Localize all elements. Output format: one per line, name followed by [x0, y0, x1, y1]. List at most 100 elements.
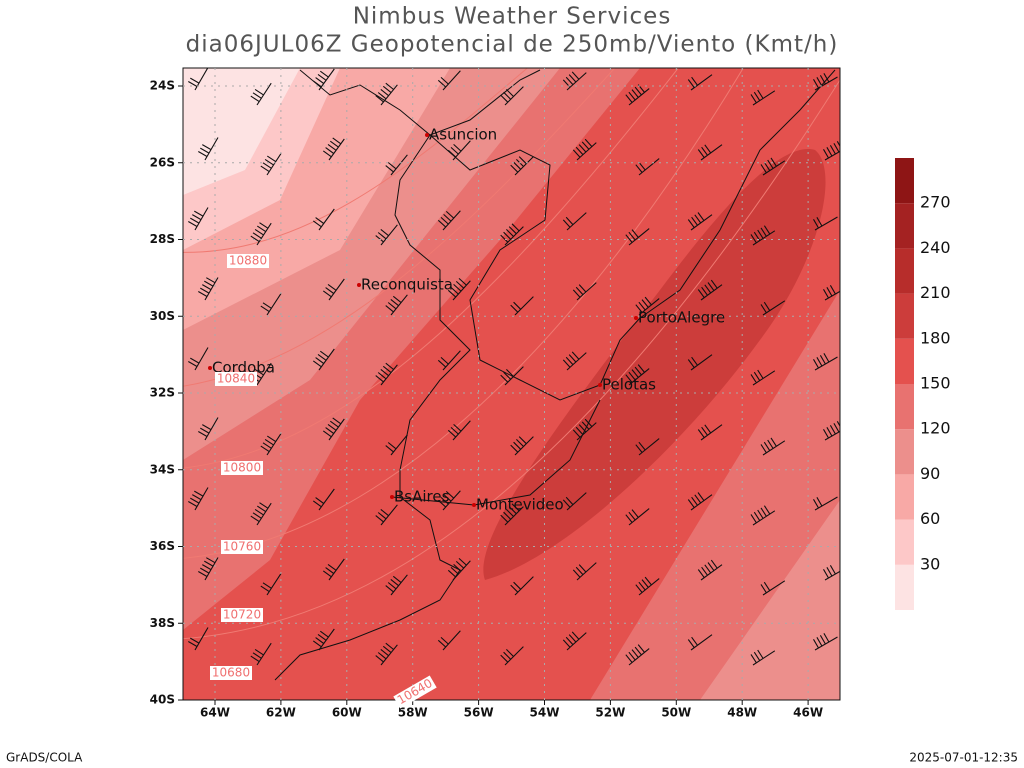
wind-barb [625, 508, 650, 526]
wind-barb [750, 225, 776, 246]
map-frame [182, 67, 841, 701]
lon-label: 56W [464, 706, 494, 720]
wind-barb [322, 417, 345, 441]
wind-barb [250, 222, 272, 246]
city-label: Asuncion [429, 126, 497, 144]
colorbar-label: 240 [920, 238, 951, 257]
wind-barb [500, 646, 524, 666]
city-dot [472, 503, 476, 507]
city-dot [357, 283, 361, 287]
lat-label: 26S [150, 155, 175, 169]
wind-barb [447, 140, 471, 161]
lon-label: 64W [200, 706, 230, 720]
city-label: PortoAlegre [638, 309, 725, 327]
wind-barb [198, 277, 219, 301]
wind-barb [260, 572, 282, 596]
footer-right: 2025-07-01-12:35 [909, 751, 1018, 765]
wind-barb [562, 351, 587, 371]
colorbar-label: 30 [920, 554, 940, 573]
wind-barb [572, 138, 597, 161]
wind-barb [312, 348, 335, 371]
colorbar-label: 60 [920, 509, 940, 528]
contour-label: 10720 [223, 608, 261, 622]
wind-barb [750, 89, 776, 106]
lon-label: 46W [793, 706, 823, 720]
wind-barb [260, 292, 282, 316]
wind-barb [635, 158, 660, 176]
wind-barb [687, 354, 713, 371]
lon-label: 48W [727, 706, 757, 720]
city-label: BsAires [394, 488, 450, 506]
wind-barb [813, 73, 838, 91]
contour-label: 10760 [223, 540, 261, 554]
lat-label: 38S [150, 616, 175, 630]
contour-label: 10840 [217, 372, 255, 386]
contour-label: 10800 [223, 461, 261, 475]
wind-barb [687, 492, 713, 511]
city-dot [425, 133, 429, 137]
wind-barb [437, 70, 461, 91]
wind-barb [385, 294, 408, 316]
lat-label: 24S [150, 79, 175, 93]
contour-label-group: 10760 [221, 540, 263, 554]
lon-label: 50W [661, 706, 691, 720]
wind-barb [750, 505, 776, 526]
wind-barb [823, 565, 840, 581]
contour-label-bg [215, 372, 257, 386]
contour-label-group: 10840 [215, 372, 257, 386]
wind-barb [813, 216, 838, 231]
contour-label-bg [393, 675, 437, 709]
wind-barb [312, 68, 335, 91]
wind-barb [625, 228, 650, 246]
lat-label: 40S [150, 693, 175, 707]
wind-barb [375, 362, 398, 386]
city-label: Reconquista [361, 276, 453, 294]
wind-barb [500, 86, 524, 106]
colorbar-box [895, 248, 914, 294]
wind-barb [385, 434, 408, 456]
wind-barbs [188, 68, 840, 666]
wind-barb [312, 628, 335, 651]
lat-label: 30S [150, 309, 175, 323]
contour-label-bg [221, 540, 263, 554]
colorbar-box [895, 429, 914, 475]
wind-barb [385, 154, 408, 176]
wind-barb [562, 71, 587, 91]
colorbar-box [895, 338, 914, 384]
lat-label: 36S [150, 539, 175, 553]
wind-barb [447, 420, 471, 441]
wind-barb [625, 84, 650, 106]
lon-label: 58W [398, 706, 428, 720]
wind-barb [322, 137, 345, 161]
lon-label: 60W [332, 706, 362, 720]
wind-barb [760, 437, 786, 456]
wind-barb [500, 366, 524, 386]
title: Nimbus Weather Services [353, 4, 672, 30]
wind-barb [250, 642, 272, 666]
lat-label: 34S [150, 462, 175, 476]
contour-label-bg [221, 608, 263, 622]
colorbar-box [895, 293, 914, 339]
wind-barb [447, 557, 471, 581]
lat-label: 28S [150, 232, 175, 246]
colorbar-label: 150 [920, 374, 951, 393]
wind-barb [697, 279, 723, 301]
colorbar-label: 120 [920, 419, 951, 438]
wind-barb [188, 207, 209, 231]
wind-barb [198, 137, 219, 161]
wind-barb [750, 649, 776, 666]
wind-barb [625, 364, 650, 386]
wind-barb [500, 503, 524, 526]
colorbar-box [895, 203, 914, 249]
wind-barb [260, 432, 282, 456]
wind-barb [500, 223, 524, 246]
city-dot [634, 316, 638, 320]
city-dot [598, 383, 602, 387]
contour-label-group: 10720 [221, 608, 263, 622]
wind-barb [188, 487, 209, 511]
wind-barb [437, 350, 461, 371]
colorbar-label: 210 [920, 283, 951, 302]
city-dot [208, 366, 212, 370]
city-label: Pelotas [602, 376, 656, 394]
